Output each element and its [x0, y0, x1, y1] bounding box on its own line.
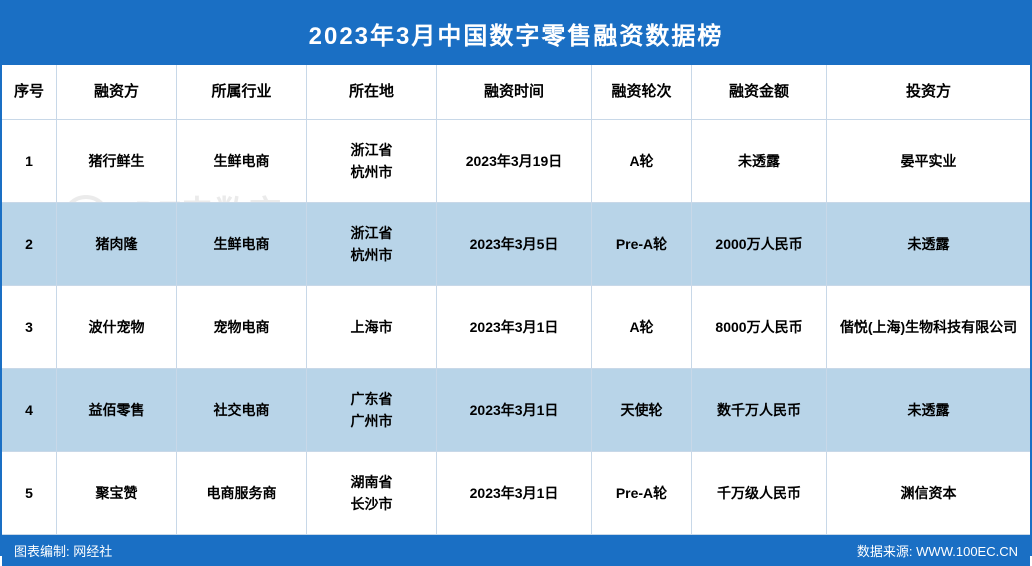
cell-amount: 8000万人民币 — [692, 286, 827, 368]
cell-date: 2023年3月19日 — [437, 120, 592, 202]
cell-company: 波什宠物 — [57, 286, 177, 368]
cell-company: 聚宝赞 — [57, 452, 177, 534]
col-header-investor: 投资方 — [827, 65, 1030, 119]
footer-left-value: 网经社 — [73, 544, 112, 559]
footer-bar: 图表编制: 网经社 数据来源: WWW.100EC.CN — [2, 535, 1030, 566]
cell-location: 浙江省 杭州市 — [307, 203, 437, 285]
footer-right: 数据来源: WWW.100EC.CN — [857, 541, 1018, 560]
footer-left-label: 图表编制: — [14, 544, 70, 559]
cell-industry: 生鲜电商 — [177, 120, 307, 202]
table-header-row: 序号 融资方 所属行业 所在地 融资时间 融资轮次 融资金额 投资方 — [2, 65, 1030, 120]
cell-industry: 宠物电商 — [177, 286, 307, 368]
col-header-idx: 序号 — [2, 65, 57, 119]
cell-amount: 千万级人民币 — [692, 452, 827, 534]
footer-right-value: WWW.100EC.CN — [916, 544, 1018, 559]
cell-industry: 电商服务商 — [177, 452, 307, 534]
cell-investor: 偕悦(上海)生物科技有限公司 — [827, 286, 1030, 368]
footer-right-label: 数据来源: — [857, 544, 913, 559]
cell-idx: 1 — [2, 120, 57, 202]
table-row: 2猪肉隆生鲜电商浙江省 杭州市2023年3月5日Pre-A轮2000万人民币未透… — [2, 203, 1030, 286]
cell-industry: 社交电商 — [177, 369, 307, 451]
table-row: 4益佰零售社交电商广东省 广州市2023年3月1日天使轮数千万人民币未透露 — [2, 369, 1030, 452]
cell-investor: 未透露 — [827, 203, 1030, 285]
cell-industry: 生鲜电商 — [177, 203, 307, 285]
cell-round: A轮 — [592, 120, 692, 202]
col-header-industry: 所属行业 — [177, 65, 307, 119]
cell-date: 2023年3月1日 — [437, 369, 592, 451]
col-header-round: 融资轮次 — [592, 65, 692, 119]
cell-idx: 2 — [2, 203, 57, 285]
table-container: 2023年3月中国数字零售融资数据榜 eDT电数宝 电商大数据库 序号 融资方 … — [0, 0, 1032, 556]
cell-round: Pre-A轮 — [592, 203, 692, 285]
cell-amount: 数千万人民币 — [692, 369, 827, 451]
cell-idx: 3 — [2, 286, 57, 368]
data-table: eDT电数宝 电商大数据库 序号 融资方 所属行业 所在地 融资时间 融资轮次 … — [2, 65, 1030, 535]
cell-investor: 晏平实业 — [827, 120, 1030, 202]
cell-company: 猪行鲜生 — [57, 120, 177, 202]
cell-date: 2023年3月1日 — [437, 286, 592, 368]
cell-location: 湖南省 长沙市 — [307, 452, 437, 534]
cell-investor: 渊信资本 — [827, 452, 1030, 534]
col-header-company: 融资方 — [57, 65, 177, 119]
col-header-date: 融资时间 — [437, 65, 592, 119]
col-header-amount: 融资金额 — [692, 65, 827, 119]
cell-date: 2023年3月5日 — [437, 203, 592, 285]
cell-idx: 5 — [2, 452, 57, 534]
cell-location: 浙江省 杭州市 — [307, 120, 437, 202]
cell-date: 2023年3月1日 — [437, 452, 592, 534]
cell-round: A轮 — [592, 286, 692, 368]
cell-amount: 未透露 — [692, 120, 827, 202]
cell-location: 上海市 — [307, 286, 437, 368]
table-row: 1猪行鲜生生鲜电商浙江省 杭州市2023年3月19日A轮未透露晏平实业 — [2, 120, 1030, 203]
cell-round: Pre-A轮 — [592, 452, 692, 534]
cell-company: 益佰零售 — [57, 369, 177, 451]
page-title: 2023年3月中国数字零售融资数据榜 — [2, 2, 1030, 65]
cell-company: 猪肉隆 — [57, 203, 177, 285]
cell-idx: 4 — [2, 369, 57, 451]
cell-round: 天使轮 — [592, 369, 692, 451]
table-row: 3波什宠物宠物电商上海市2023年3月1日A轮8000万人民币偕悦(上海)生物科… — [2, 286, 1030, 369]
table-row: 5聚宝赞电商服务商湖南省 长沙市2023年3月1日Pre-A轮千万级人民币渊信资… — [2, 452, 1030, 535]
cell-location: 广东省 广州市 — [307, 369, 437, 451]
cell-investor: 未透露 — [827, 369, 1030, 451]
col-header-location: 所在地 — [307, 65, 437, 119]
cell-amount: 2000万人民币 — [692, 203, 827, 285]
footer-left: 图表编制: 网经社 — [14, 541, 112, 560]
